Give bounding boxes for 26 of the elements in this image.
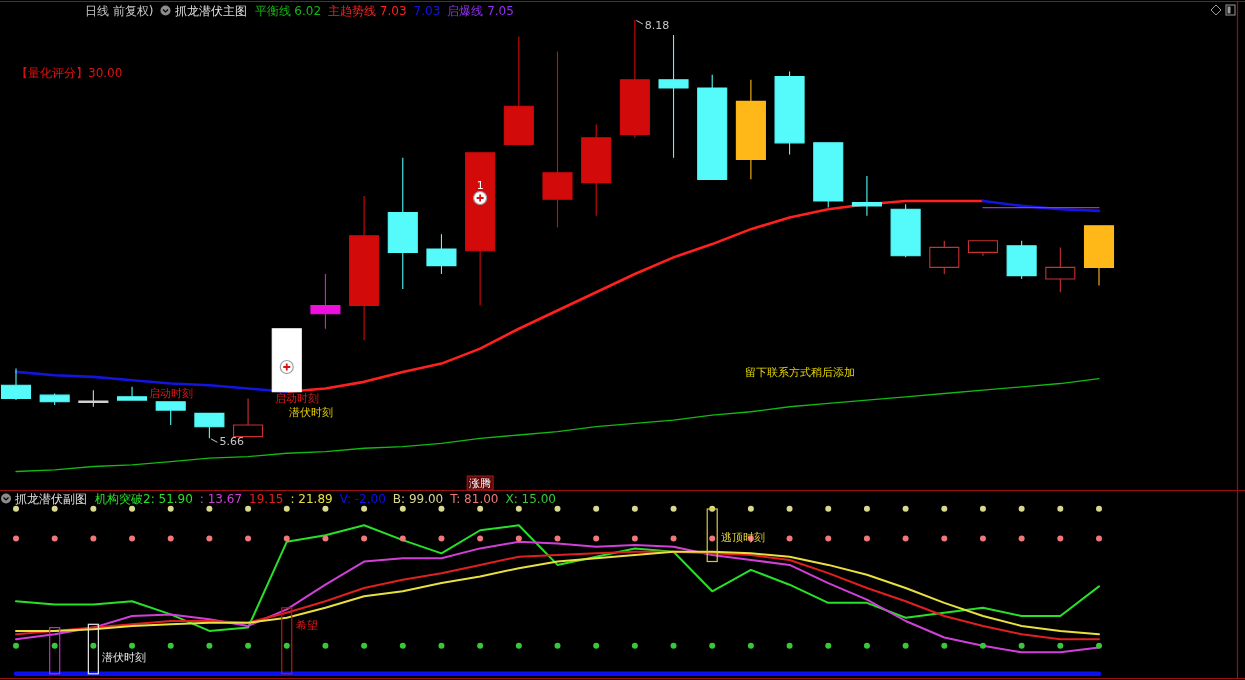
text: 主趋势线 7.03: [328, 4, 407, 18]
text: 平衡线 6.02: [254, 4, 322, 18]
text: 19.15: [249, 492, 284, 506]
text: V: -2.00: [339, 492, 386, 506]
annotation: 启动时刻: [149, 387, 194, 400]
chart-subtitle: 日线 前复权): [85, 4, 154, 18]
annotation: 潜伏时刻: [102, 651, 147, 664]
text: X: 15.00: [505, 492, 556, 506]
chart-title: 抓龙潜伏副图: [15, 492, 87, 506]
text: : 13.67: [199, 492, 243, 506]
annotation: 【量化评分】30.00: [16, 66, 123, 80]
annotation: 潜伏时刻: [288, 406, 333, 419]
chart-title: 抓龙潜伏主图: [174, 4, 247, 18]
annotation: 1: [476, 179, 484, 192]
text: : 21.89: [290, 492, 333, 506]
text: 机构突破2: 51.90: [95, 492, 193, 506]
annotation: 希望: [295, 619, 318, 632]
text: 启爆线 7.05: [447, 4, 514, 18]
annotation: 8.18: [644, 19, 670, 32]
annotation: 逃顶时刻: [721, 531, 766, 544]
text: T: 81.00: [449, 492, 499, 506]
text: 7.03: [413, 4, 441, 18]
annotation: 留下联系方式稍后添加: [745, 366, 855, 379]
series-label: B: 99.00: [392, 492, 444, 506]
annotation: 5.66: [219, 435, 244, 449]
annotation: 启动时刻: [274, 392, 319, 405]
